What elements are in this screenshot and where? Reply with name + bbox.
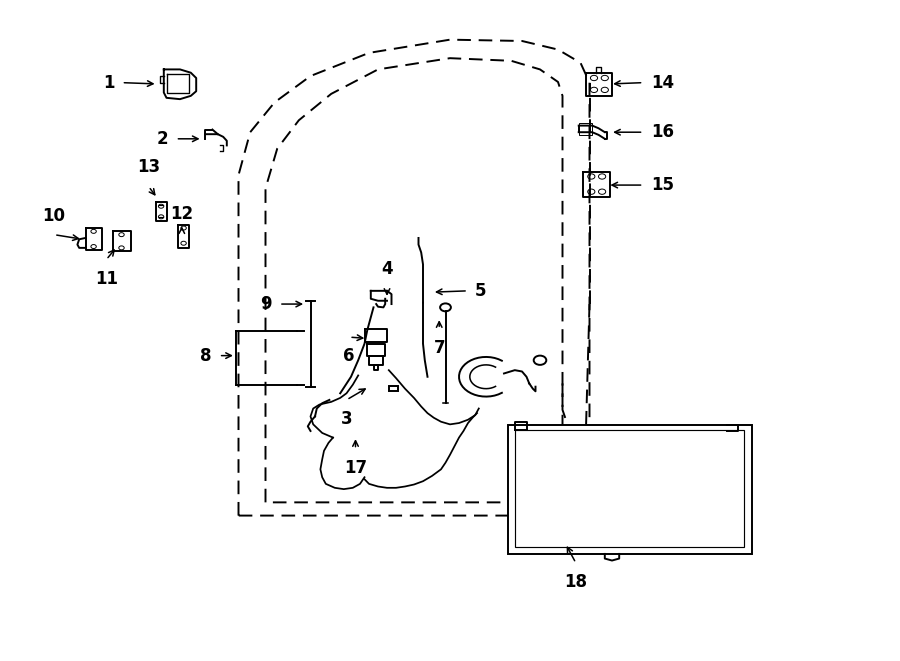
Bar <box>508 425 752 554</box>
Text: 10: 10 <box>42 207 66 225</box>
Text: 8: 8 <box>200 346 212 365</box>
Text: 18: 18 <box>564 573 588 591</box>
Text: 2: 2 <box>157 130 168 148</box>
Bar <box>579 123 592 135</box>
Text: 12: 12 <box>170 205 194 223</box>
Text: 11: 11 <box>94 270 118 288</box>
Text: 7: 7 <box>434 339 445 357</box>
Text: 16: 16 <box>651 123 674 141</box>
Text: 17: 17 <box>344 459 367 477</box>
Text: 13: 13 <box>137 159 160 176</box>
Text: 4: 4 <box>382 260 392 278</box>
Text: 14: 14 <box>651 73 674 92</box>
Text: 15: 15 <box>651 176 674 194</box>
Text: 3: 3 <box>341 410 352 428</box>
Text: 5: 5 <box>475 282 487 300</box>
Bar <box>389 386 398 391</box>
Text: 1: 1 <box>103 73 114 92</box>
Text: 9: 9 <box>260 295 272 313</box>
Bar <box>515 430 744 547</box>
Text: 6: 6 <box>344 347 355 365</box>
